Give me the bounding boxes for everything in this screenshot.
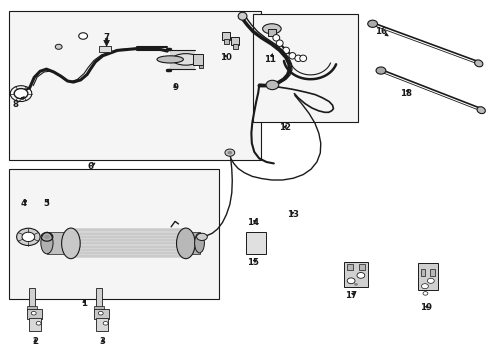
Bar [94,306,103,310]
Ellipse shape [176,228,195,258]
Bar [267,29,275,36]
Ellipse shape [476,107,484,114]
Bar [184,232,199,254]
Bar [224,39,228,44]
Ellipse shape [61,228,80,258]
Circle shape [55,44,62,49]
Bar [27,306,37,310]
Ellipse shape [272,35,279,41]
Circle shape [367,20,377,27]
Text: 3: 3 [100,338,105,346]
Text: 5: 5 [43,199,49,208]
Text: 7: 7 [103,33,109,42]
Text: 19: 19 [420,303,431,312]
Text: 1: 1 [81,299,87,307]
Bar [96,288,102,308]
Text: 12: 12 [278,123,290,132]
Text: 11: 11 [264,55,276,64]
Ellipse shape [294,55,301,62]
Text: 15: 15 [247,258,259,266]
Ellipse shape [288,53,295,59]
Bar [9,169,219,299]
Circle shape [31,311,36,315]
Text: 10: 10 [220,53,231,62]
Ellipse shape [41,232,53,254]
Bar [232,44,237,49]
Text: 2: 2 [32,338,38,346]
Circle shape [98,311,103,315]
Circle shape [103,321,108,325]
Bar [346,264,352,270]
Bar [231,37,239,45]
Ellipse shape [299,55,306,62]
Circle shape [421,284,427,289]
Circle shape [356,273,364,278]
Bar [343,262,367,287]
Text: 9: 9 [172,83,178,91]
Ellipse shape [194,233,204,253]
Bar [245,232,265,254]
Circle shape [227,151,232,154]
Bar [193,54,203,65]
Bar [47,232,72,254]
Circle shape [346,278,354,284]
Text: 13: 13 [287,210,299,219]
Bar [417,263,437,290]
Bar [29,318,41,331]
Bar [429,269,434,276]
Ellipse shape [282,47,289,54]
Bar [222,32,230,40]
Text: 8: 8 [13,100,19,109]
Ellipse shape [474,60,482,67]
Ellipse shape [157,56,183,63]
Bar [253,14,358,122]
Circle shape [427,278,433,283]
Text: 18: 18 [399,89,411,98]
Bar [9,11,260,160]
Text: 16: 16 [375,27,386,36]
Text: 4: 4 [20,199,26,208]
Circle shape [375,67,385,74]
Circle shape [79,33,87,39]
Circle shape [265,80,278,90]
Bar [358,264,364,270]
Ellipse shape [276,40,283,46]
Bar [96,318,107,331]
Circle shape [353,283,357,286]
Text: 14: 14 [247,218,259,227]
Circle shape [17,228,40,246]
Ellipse shape [196,233,207,240]
Bar [420,269,425,276]
Text: 6: 6 [87,162,93,171]
Circle shape [14,89,28,99]
Circle shape [36,321,41,325]
Bar [27,309,41,319]
Bar [99,46,111,52]
Ellipse shape [238,12,246,20]
Circle shape [422,292,427,295]
Ellipse shape [172,54,199,65]
Bar [94,309,108,319]
Circle shape [44,235,50,239]
Bar [71,228,185,258]
Bar [198,65,203,68]
Bar [29,288,35,308]
Ellipse shape [262,24,281,34]
Text: 17: 17 [345,292,356,300]
Bar [170,50,194,69]
Circle shape [224,149,234,156]
Circle shape [22,232,35,242]
